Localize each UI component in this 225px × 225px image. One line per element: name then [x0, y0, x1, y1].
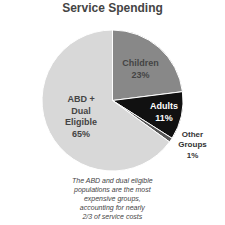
svg-text:Children23%: Children23% — [122, 58, 159, 80]
svg-text:Adults11%: Adults11% — [150, 101, 178, 123]
svg-text:OtherGroups1%: OtherGroups1% — [178, 130, 207, 160]
svg-text:The ABD and dual eligiblepopul: The ABD and dual eligiblepopulations are… — [72, 177, 153, 220]
svg-text:Service Spending: Service Spending — [62, 1, 163, 15]
svg-text:ABD +DualEligible65%: ABD +DualEligible65% — [65, 94, 97, 139]
